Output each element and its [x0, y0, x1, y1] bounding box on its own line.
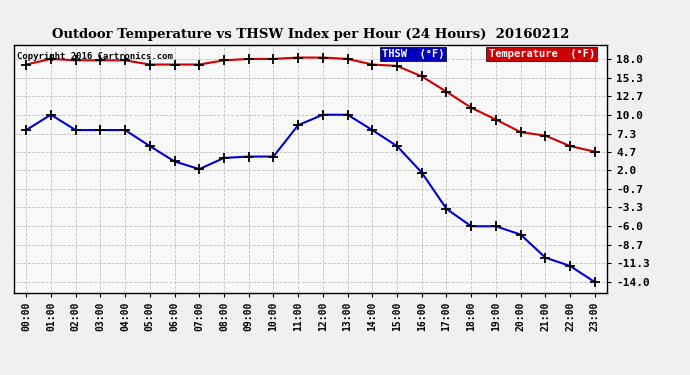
Text: Copyright 2016 Cartronics.com: Copyright 2016 Cartronics.com [17, 53, 172, 62]
Title: Outdoor Temperature vs THSW Index per Hour (24 Hours)  20160212: Outdoor Temperature vs THSW Index per Ho… [52, 28, 569, 41]
Text: Temperature  (°F): Temperature (°F) [489, 49, 595, 59]
Text: THSW  (°F): THSW (°F) [382, 49, 444, 59]
